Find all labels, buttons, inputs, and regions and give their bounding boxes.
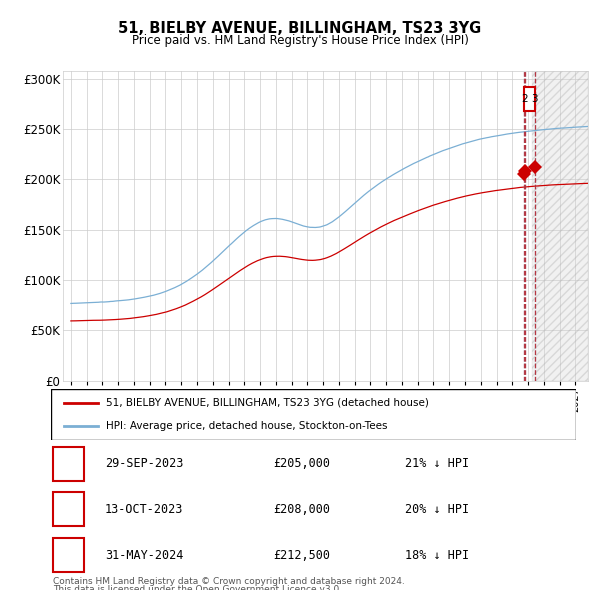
Text: £205,000: £205,000 [273, 457, 330, 470]
Text: Price paid vs. HM Land Registry's House Price Index (HPI): Price paid vs. HM Land Registry's House … [131, 34, 469, 47]
Text: 51, BIELBY AVENUE, BILLINGHAM, TS23 3YG: 51, BIELBY AVENUE, BILLINGHAM, TS23 3YG [118, 21, 482, 35]
Text: 1: 1 [65, 457, 72, 470]
Bar [532, 71, 588, 381]
Text: 20% ↓ HPI: 20% ↓ HPI [405, 503, 469, 516]
Text: 2 3: 2 3 [521, 94, 538, 104]
Text: 18% ↓ HPI: 18% ↓ HPI [405, 549, 469, 562]
Text: 31-MAY-2024: 31-MAY-2024 [105, 549, 184, 562]
Text: HPI: Average price, detached house, Stockton-on-Tees: HPI: Average price, detached house, Stoc… [106, 421, 388, 431]
Text: 2: 2 [65, 503, 72, 516]
Text: 51, BIELBY AVENUE, BILLINGHAM, TS23 3YG (detached house): 51, BIELBY AVENUE, BILLINGHAM, TS23 3YG … [106, 398, 429, 408]
Text: 21% ↓ HPI: 21% ↓ HPI [405, 457, 469, 470]
FancyBboxPatch shape [524, 87, 535, 111]
Text: 29-SEP-2023: 29-SEP-2023 [105, 457, 184, 470]
Text: £212,500: £212,500 [273, 549, 330, 562]
Text: Contains HM Land Registry data © Crown copyright and database right 2024.: Contains HM Land Registry data © Crown c… [53, 577, 404, 586]
Text: 3: 3 [65, 549, 72, 562]
Text: This data is licensed under the Open Government Licence v3.0.: This data is licensed under the Open Gov… [53, 585, 342, 590]
Text: 13-OCT-2023: 13-OCT-2023 [105, 503, 184, 516]
Text: £208,000: £208,000 [273, 503, 330, 516]
